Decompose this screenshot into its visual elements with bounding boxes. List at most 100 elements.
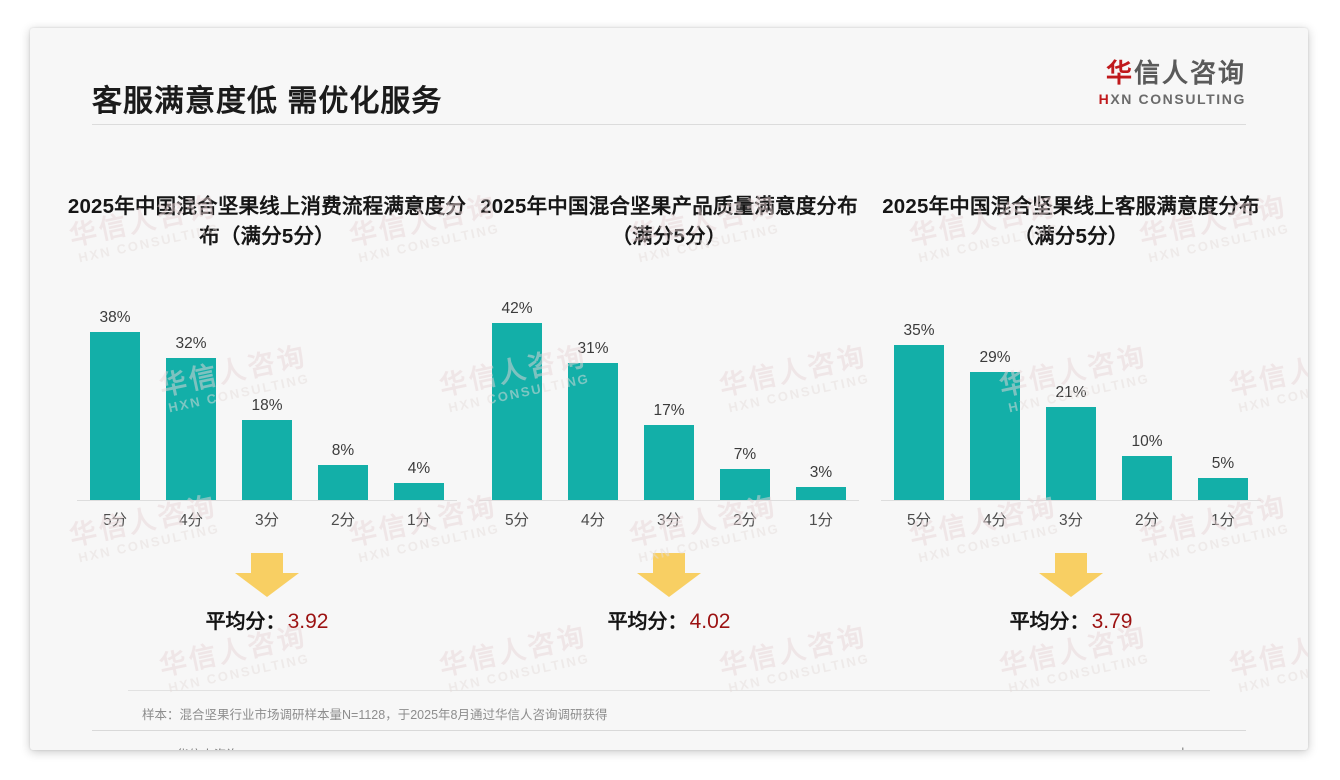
arrow-head bbox=[1039, 573, 1103, 598]
bar bbox=[720, 469, 770, 501]
x-tick-label: 3分 bbox=[254, 512, 280, 530]
x-tick-label: 1分 bbox=[1210, 512, 1236, 530]
bar-slot: 7% bbox=[708, 300, 782, 501]
logo-chinese-accent: 华 bbox=[1105, 58, 1134, 88]
bar bbox=[318, 464, 368, 501]
bar-value-label: 29% bbox=[979, 348, 1011, 366]
average-value: 3.92 bbox=[287, 610, 329, 634]
bar-slot: 10% bbox=[1110, 300, 1184, 501]
bar bbox=[242, 420, 292, 501]
bar bbox=[90, 331, 140, 501]
x-tick-label: 2分 bbox=[1134, 512, 1160, 530]
bar-value-label: 32% bbox=[175, 335, 207, 353]
bar-value-label: 4% bbox=[407, 459, 431, 477]
bar bbox=[568, 362, 618, 501]
bar bbox=[644, 424, 694, 501]
logo-chinese-rest: 信人咨询 bbox=[1133, 58, 1246, 88]
logo-chinese: 华信人咨询 bbox=[1099, 60, 1246, 86]
down-arrow-icon bbox=[235, 553, 299, 598]
chart-title-3: 2025年中国混合坚果线上客服满意度分布（满分5分） bbox=[882, 195, 1260, 248]
bar-value-label: 21% bbox=[1055, 384, 1087, 402]
arrow-head bbox=[637, 573, 701, 598]
bar-value-label: 31% bbox=[577, 339, 609, 357]
x-axis-line bbox=[479, 500, 859, 502]
average-label: 平均分： bbox=[1009, 611, 1090, 634]
bar-value-label: 42% bbox=[501, 300, 533, 318]
x-tick-label: 2分 bbox=[732, 512, 758, 530]
bar-slot: 38% bbox=[78, 300, 152, 501]
average-value: 3.79 bbox=[1091, 610, 1133, 634]
bar-slot: 4% bbox=[382, 300, 456, 501]
bar-chart-3: 35% 29% 21% 10% bbox=[875, 289, 1267, 539]
logo-english-rest: XN CONSULTING bbox=[1110, 91, 1246, 107]
x-axis-labels-1: 5分 4分 3分 2分 1分 bbox=[77, 505, 457, 533]
slide-footer: ©2025.10 HXR华信人咨询 www.hxrcon.com bbox=[92, 740, 1246, 750]
bar-slot: 29% bbox=[958, 300, 1032, 501]
footer-divider bbox=[92, 730, 1246, 731]
average-block-2: 平均分：4.02 bbox=[504, 553, 834, 649]
down-arrow-icon bbox=[1039, 553, 1103, 598]
logo-english: HXN CONSULTING bbox=[1099, 92, 1246, 106]
bar-chart-1: 38% 32% 18% 8% bbox=[71, 289, 463, 539]
average-label: 平均分： bbox=[607, 611, 688, 634]
website-text[interactable]: www.hxrcon.com bbox=[1152, 746, 1246, 750]
bar bbox=[1046, 407, 1096, 501]
bar-slot: 5% bbox=[1186, 300, 1260, 501]
chart-title-1: 2025年中国混合坚果线上消费流程满意度分布（满分5分） bbox=[67, 195, 467, 248]
x-tick-label: 5分 bbox=[504, 512, 530, 530]
arrow-stem bbox=[1055, 553, 1087, 574]
x-tick-label: 1分 bbox=[406, 512, 432, 530]
bar-slot: 42% bbox=[480, 300, 554, 501]
slide-card: 华信人咨询 HXN CONSULTING 华信人咨询 HXN CONSULTING 华信… bbox=[30, 28, 1308, 750]
bar-value-label: 8% bbox=[331, 441, 355, 459]
x-axis-line bbox=[881, 500, 1261, 502]
bar bbox=[492, 323, 542, 501]
bar bbox=[1122, 456, 1172, 501]
chart-title-2: 2025年中国混合坚果产品质量满意度分布（满分5分） bbox=[480, 195, 858, 248]
footnote-divider bbox=[128, 690, 1210, 691]
x-tick-label: 4分 bbox=[982, 512, 1008, 530]
average-value: 4.02 bbox=[689, 610, 731, 634]
bar-slot: 8% bbox=[306, 300, 380, 501]
bar bbox=[970, 371, 1020, 501]
arrow-head bbox=[235, 573, 299, 598]
chart-panel-1: 2025年中国混合坚果线上消费流程满意度分布（满分5分） 38% 32% 18% bbox=[66, 158, 468, 678]
average-block-1: 平均分：3.92 bbox=[102, 553, 432, 649]
x-tick-label: 4分 bbox=[178, 512, 204, 530]
brand-logo: 华信人咨询 HXN CONSULTING bbox=[1099, 60, 1246, 106]
chart-panel-3: 2025年中国混合坚果线上客服满意度分布（满分5分） 35% 29% 21% bbox=[870, 158, 1272, 678]
x-tick-label: 4分 bbox=[580, 512, 606, 530]
x-tick-label: 2分 bbox=[330, 512, 356, 530]
bar-slot: 21% bbox=[1034, 300, 1108, 501]
bar-slot: 17% bbox=[632, 300, 706, 501]
bar-slot: 31% bbox=[556, 300, 630, 501]
down-arrow-icon bbox=[637, 553, 701, 598]
bar-value-label: 18% bbox=[251, 397, 283, 415]
x-tick-label: 5分 bbox=[102, 512, 128, 530]
x-axis-line bbox=[77, 500, 457, 502]
bar bbox=[166, 358, 216, 501]
bar-slot: 18% bbox=[230, 300, 304, 501]
x-axis-labels-2: 5分 4分 3分 2分 1分 bbox=[479, 505, 859, 533]
x-tick-label: 3分 bbox=[1058, 512, 1084, 530]
average-label: 平均分： bbox=[205, 611, 286, 634]
x-axis-labels-3: 5分 4分 3分 2分 1分 bbox=[881, 505, 1261, 533]
bars-group-3: 35% 29% 21% 10% bbox=[881, 300, 1261, 501]
bar-chart-2: 42% 31% 17% 7% bbox=[473, 289, 865, 539]
bar bbox=[394, 482, 444, 501]
charts-row: 2025年中国混合坚果线上消费流程满意度分布（满分5分） 38% 32% 18% bbox=[66, 158, 1272, 678]
x-tick-label: 1分 bbox=[808, 512, 834, 530]
chart-panel-2: 2025年中国混合坚果产品质量满意度分布（满分5分） 42% 31% 17% bbox=[468, 158, 870, 678]
average-score-3: 平均分：3.79 bbox=[906, 605, 1236, 634]
bar-value-label: 5% bbox=[1211, 455, 1235, 473]
bars-group-2: 42% 31% 17% 7% bbox=[479, 300, 859, 501]
bar bbox=[1198, 478, 1248, 501]
slide-header: 客服满意度低 需优化服务 华信人咨询 HXN CONSULTING bbox=[30, 28, 1308, 124]
x-tick-label: 5分 bbox=[906, 512, 932, 530]
copyright-text: ©2025.10 HXR华信人咨询 bbox=[92, 744, 239, 751]
source-footnote: 样本：混合坚果行业市场调研样本量N=1128，于2025年8月通过华信人咨询调研… bbox=[142, 708, 608, 722]
header-divider bbox=[92, 124, 1246, 125]
arrow-stem bbox=[653, 553, 685, 574]
bar-slot: 3% bbox=[784, 300, 858, 501]
